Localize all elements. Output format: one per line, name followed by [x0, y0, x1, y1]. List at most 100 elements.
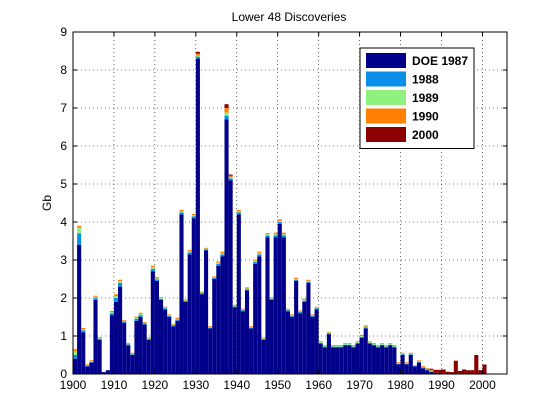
y-axis-label: Gb	[40, 195, 54, 211]
bar-segment	[220, 253, 225, 255]
bar-segment	[73, 351, 78, 355]
legend-label: 1988	[412, 73, 439, 87]
bar-segment	[212, 276, 217, 278]
bar-segment	[392, 345, 397, 347]
bar-segment	[93, 299, 98, 374]
bar-segment	[167, 315, 172, 317]
bar-segment	[187, 252, 192, 255]
bar-segment	[425, 367, 430, 369]
legend-label: 2000	[412, 128, 439, 142]
bar-segment	[199, 294, 205, 374]
bar-segment	[384, 345, 389, 346]
bar-segment	[77, 233, 82, 245]
bar-segment	[330, 346, 336, 348]
bar-segment	[81, 328, 86, 330]
bar-segment	[306, 281, 311, 283]
x-tick-label: 1910	[101, 378, 128, 392]
bar-segment	[224, 112, 229, 116]
bar-segment	[347, 344, 352, 346]
bar-segment	[363, 327, 368, 329]
bar-segment	[281, 232, 286, 235]
legend-swatch	[366, 127, 406, 142]
bar-segment	[408, 353, 413, 355]
bar-segment	[142, 322, 147, 324]
bar-segment	[228, 178, 233, 181]
bar-segment	[113, 294, 119, 297]
bar-segment	[130, 354, 135, 355]
bar-segment	[281, 234, 286, 236]
bar-segment	[191, 215, 196, 217]
bar-segment	[171, 325, 176, 327]
axes-frame	[72, 31, 508, 375]
bar-segment	[179, 214, 184, 374]
bar-segment	[93, 295, 98, 297]
bar-segment	[326, 332, 331, 334]
bar-segment	[371, 343, 376, 344]
x-tick-label: 1920	[142, 378, 169, 392]
bar-segment	[77, 244, 82, 374]
bar-segment	[249, 328, 254, 374]
bar-segment	[355, 343, 360, 374]
bar-segment	[236, 209, 241, 212]
bar-segment	[470, 370, 475, 374]
x-tick-label: 1930	[182, 378, 209, 392]
bar-segment	[261, 339, 266, 374]
bar-segment	[187, 254, 192, 374]
bar-segment	[163, 306, 168, 308]
bar-segment	[404, 363, 409, 365]
bar-segment	[195, 58, 200, 374]
bar-segment	[199, 291, 205, 293]
bar-segment	[273, 234, 278, 236]
bar-segment	[416, 361, 422, 363]
bar-segment	[335, 346, 340, 348]
bar-segment	[421, 367, 426, 369]
bar-segment	[314, 308, 319, 310]
bar-segment	[285, 309, 290, 311]
bar-segment	[154, 277, 159, 279]
bar-segment	[130, 353, 135, 355]
bar-segment	[375, 346, 381, 348]
bar-segment	[314, 306, 319, 308]
bar-segment	[77, 225, 82, 228]
bar-segment	[285, 308, 290, 310]
y-tick-label: 9	[60, 25, 67, 39]
bar-segment	[175, 320, 180, 374]
bar-segment	[322, 345, 327, 346]
bar-segment	[249, 326, 254, 327]
bar-segment	[400, 352, 405, 354]
bar-segment	[134, 320, 139, 374]
bar-segment	[335, 345, 340, 347]
bar-segment	[404, 362, 409, 363]
bar-segment	[375, 345, 381, 346]
x-tick-label: 1980	[387, 378, 414, 392]
bar-segment	[183, 299, 188, 301]
bar-segment	[236, 212, 241, 215]
bar-segment	[294, 280, 299, 374]
y-tick-label: 0	[60, 367, 67, 381]
bar-segment	[122, 320, 127, 322]
bar-segment	[281, 237, 286, 374]
bar-segment	[343, 343, 348, 344]
bar-segment	[277, 219, 282, 221]
bar-segment	[187, 251, 192, 253]
bar-segment	[384, 346, 389, 348]
bar-segment	[158, 298, 164, 300]
bar-segment	[326, 331, 331, 333]
bar-segment	[126, 343, 131, 345]
bar-segment	[392, 347, 397, 374]
bar-segment	[322, 345, 327, 347]
bar-segment	[416, 360, 422, 362]
bar-segment	[277, 222, 282, 224]
bar-segment	[216, 263, 221, 266]
bar-segment	[244, 288, 250, 290]
bar-segment	[290, 315, 295, 317]
bar-segment	[441, 369, 446, 374]
bar-segment	[380, 345, 385, 374]
bar-segment	[429, 371, 434, 373]
bar-segment	[388, 343, 393, 344]
bar-segment	[109, 315, 114, 374]
bar-segment	[343, 343, 348, 345]
bar-segment	[118, 282, 123, 287]
bar-segment	[126, 342, 131, 344]
bar-segment	[216, 265, 221, 374]
